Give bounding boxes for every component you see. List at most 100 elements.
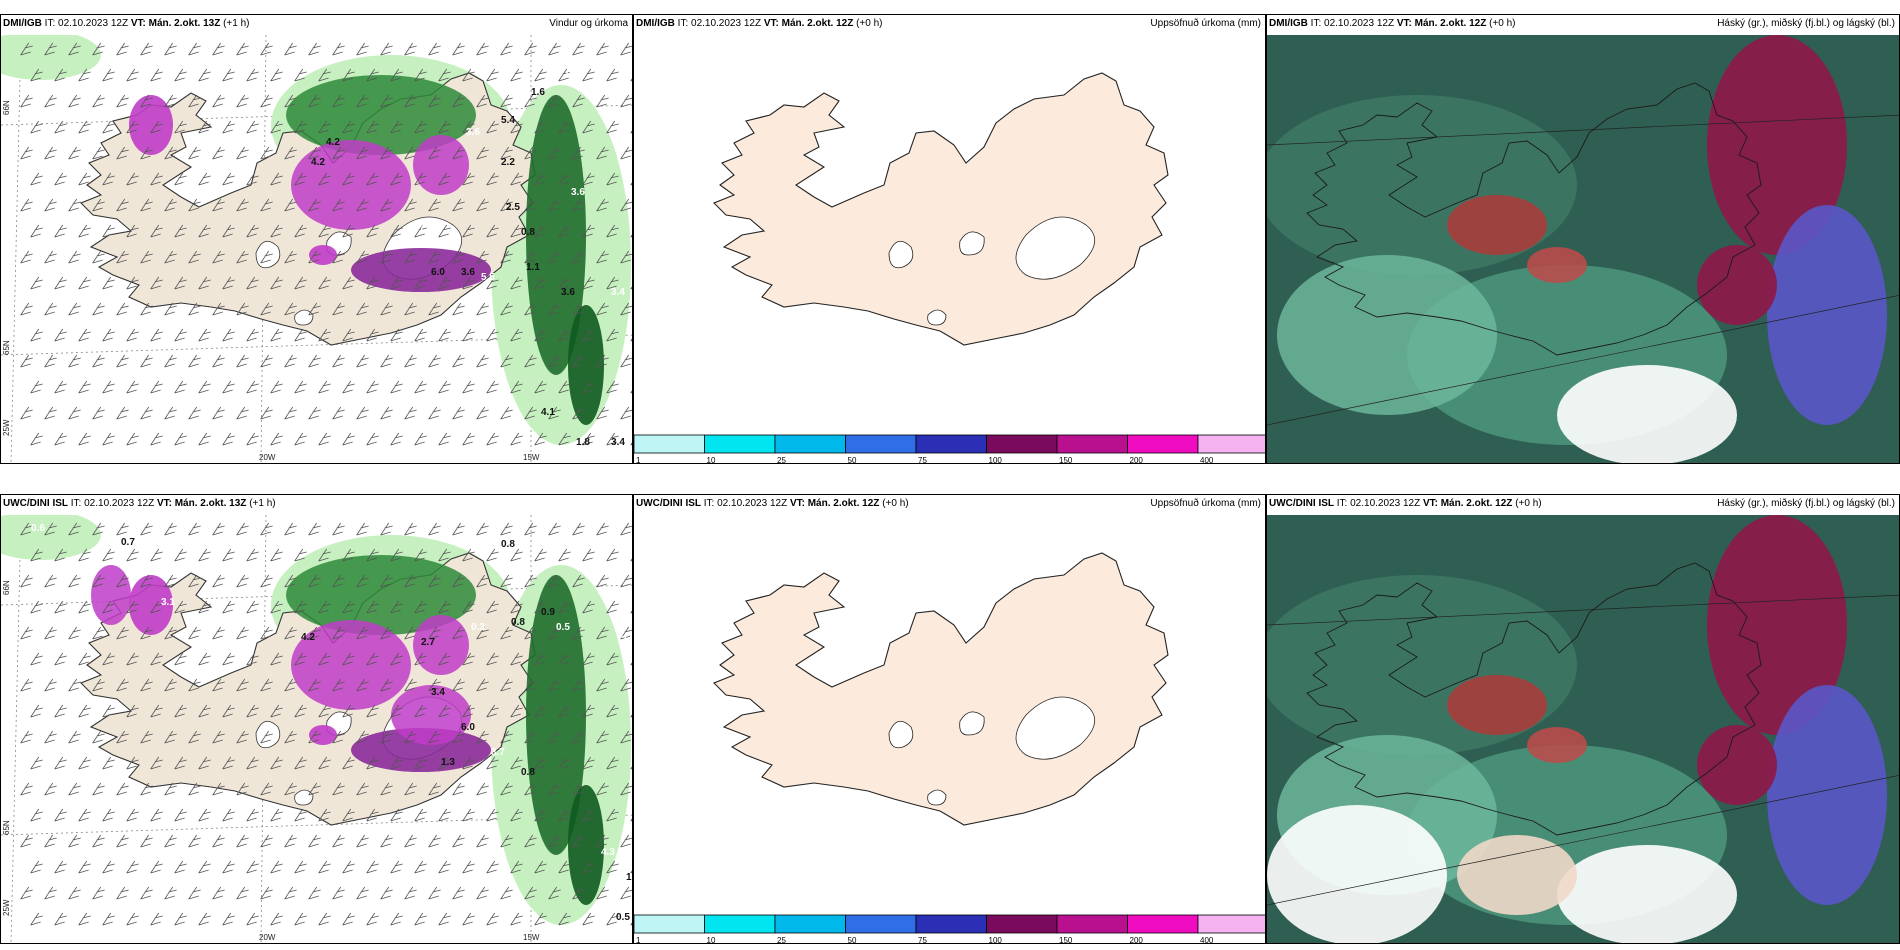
wind-barb <box>246 172 259 186</box>
wind-barb <box>198 380 211 394</box>
wind-barb <box>68 302 81 316</box>
wind-barb <box>476 250 489 264</box>
wind-barb <box>620 574 632 588</box>
wind-barb <box>534 380 547 394</box>
wind-barb <box>68 678 81 692</box>
wind-barb <box>582 548 595 562</box>
glacier-outline <box>1015 216 1095 280</box>
iceland-coast <box>713 72 1169 346</box>
wind-barb <box>92 94 105 108</box>
wind-barb <box>308 354 321 368</box>
wind-barb <box>596 198 609 212</box>
wind-barb <box>102 860 115 874</box>
wind-barb <box>414 328 427 342</box>
wind-barb <box>380 250 393 264</box>
precip-value-label: 2.2 <box>501 157 515 168</box>
cloud-panel-dmi: DMI/IGB IT: 02.10.2023 12Z VT: Mán. 2.ok… <box>1266 14 1900 464</box>
wind-barb <box>572 94 585 108</box>
wind-barb <box>486 912 499 926</box>
wind-barb <box>54 328 67 342</box>
panel-header: DMI/IGB IT: 02.10.2023 12Z VT: Mán. 2.ok… <box>1269 18 1895 32</box>
precip-area <box>1557 365 1737 463</box>
wind-barb <box>68 198 81 212</box>
wind-barb <box>524 626 537 640</box>
wind-barb <box>116 354 129 368</box>
wind-barb <box>284 834 297 848</box>
wind-barb <box>380 94 393 108</box>
precip-area <box>351 248 491 292</box>
panel-header: DMI/IGB IT: 02.10.2023 12Z VT: Mán. 2.ok… <box>636 18 1261 32</box>
wind-barb <box>294 328 307 342</box>
wind-barb <box>486 224 499 238</box>
wind-barb <box>126 380 139 394</box>
wind-barb <box>188 522 201 536</box>
wind-barb <box>606 652 619 666</box>
wind-barb <box>198 548 211 562</box>
wind-barb <box>284 626 297 640</box>
colorbar-tick-label: 400 <box>1200 936 1214 944</box>
wind-barb <box>174 756 187 770</box>
init-time: IT: 02.10.2023 12Z <box>70 498 157 509</box>
valid-time: VT: Mán. 2.okt. 12Z <box>1396 18 1487 29</box>
init-time: IT: 02.10.2023 12Z <box>1336 498 1423 509</box>
precip-value-label: 5.4 <box>501 115 515 126</box>
wind-barb <box>462 120 475 134</box>
wind-barb <box>452 886 465 900</box>
wind-barb <box>236 730 249 744</box>
wind-barb <box>366 600 379 614</box>
wind-barb <box>510 756 523 770</box>
wind-barb <box>332 886 345 900</box>
wind-barb <box>342 432 355 446</box>
wind-barb <box>332 42 345 56</box>
wind-barb <box>476 730 489 744</box>
wind-barb <box>414 912 427 926</box>
precip-area <box>1527 247 1587 283</box>
precip-value-label: 3.6 <box>561 287 575 298</box>
wind-barb <box>476 886 489 900</box>
wind-barb <box>476 354 489 368</box>
wind-barb <box>534 432 547 446</box>
wind-barb <box>620 678 632 692</box>
wind-barb <box>548 94 561 108</box>
wind-barb <box>44 730 57 744</box>
wind-barb <box>438 328 451 342</box>
wind-barb <box>558 120 571 134</box>
wind-barb <box>92 626 105 640</box>
wind-barb <box>332 626 345 640</box>
wind-barb <box>116 146 129 160</box>
wind-barb <box>428 146 441 160</box>
wind-barb <box>78 756 91 770</box>
wind-barb <box>572 302 585 316</box>
precip-value-label: 1.1 <box>526 262 540 273</box>
glacier-outline <box>927 789 947 806</box>
wind-barb <box>116 626 129 640</box>
wind-barb <box>260 626 273 640</box>
precip-value-label: 6.0 <box>431 267 445 278</box>
wind-barb <box>572 198 585 212</box>
wind-barb <box>102 120 115 134</box>
wind-barb <box>198 68 211 82</box>
wind-barb <box>44 406 57 420</box>
wind-barb <box>558 912 571 926</box>
wind-barb <box>558 704 571 718</box>
wind-barb <box>572 406 585 420</box>
colorbar-tick-label: 150 <box>1059 456 1073 464</box>
wind-barb <box>30 756 43 770</box>
wind-barb <box>414 808 427 822</box>
wind-barb <box>390 756 403 770</box>
wind-barb <box>78 652 91 666</box>
wind-barb <box>524 406 537 420</box>
wind-barb <box>620 354 632 368</box>
wind-barb <box>414 120 427 134</box>
wind-barb <box>308 782 321 796</box>
wind-barb <box>174 120 187 134</box>
wind-barb <box>212 354 225 368</box>
wind-barb <box>294 808 307 822</box>
wind-barb <box>78 276 91 290</box>
precip-value-label: 4.2 <box>311 157 325 168</box>
wind-barb <box>44 354 57 368</box>
wind-barb <box>260 302 273 316</box>
wind-barb <box>20 354 33 368</box>
wind-barb <box>308 406 321 420</box>
wind-barb <box>54 704 67 718</box>
